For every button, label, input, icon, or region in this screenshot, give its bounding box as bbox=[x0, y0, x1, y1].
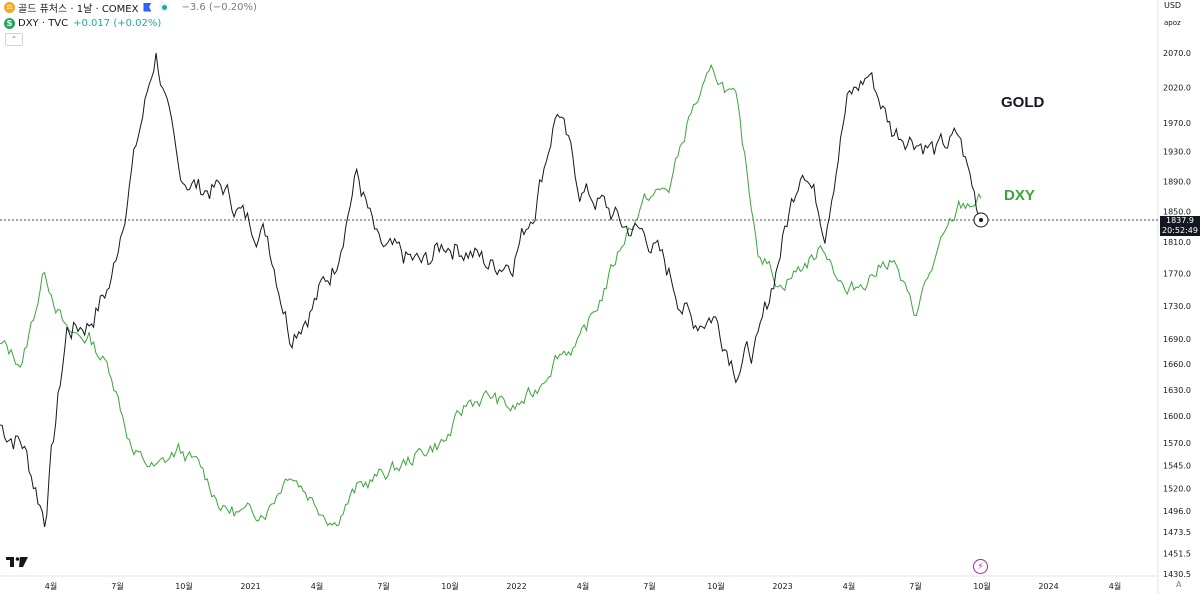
time-tick-label: 2021 bbox=[240, 582, 260, 591]
price-tick-label: 2020.0 bbox=[1163, 83, 1191, 92]
price-tick-label: 1570.0 bbox=[1163, 439, 1191, 448]
last-price-marker[interactable] bbox=[973, 212, 989, 228]
time-tick-label: 4월 bbox=[843, 581, 855, 591]
time-tick-label: 7월 bbox=[111, 581, 123, 591]
price-tick-label: 1730.0 bbox=[1163, 302, 1191, 311]
price-tick-label: 1850.0 bbox=[1163, 207, 1191, 216]
last-price-tag: 1837.9 20:52:49 bbox=[1160, 216, 1200, 236]
collapse-legend-button[interactable]: ⌃ bbox=[5, 33, 23, 46]
price-tick-label: 1810.0 bbox=[1163, 238, 1191, 247]
time-tick-label: 7월 bbox=[909, 581, 921, 591]
time-tick-label: 4월 bbox=[45, 581, 57, 591]
dxy-chart-label: DXY bbox=[1004, 187, 1035, 204]
time-axis[interactable]: 4월 7월 10월 2021 4월 7월 10월 2022 4월 7월 10월 2023 4월 7월 10월… bbox=[45, 581, 1121, 591]
price-tick-label: 1545.0 bbox=[1163, 461, 1191, 470]
time-tick-label: 2024 bbox=[1038, 582, 1058, 591]
time-tick-label: 10월 bbox=[973, 581, 991, 591]
price-tick-label: 1890.0 bbox=[1163, 177, 1191, 186]
time-tick-label: 4월 bbox=[577, 581, 589, 591]
flash-icon[interactable]: ⚡ bbox=[973, 559, 988, 574]
gold-symbol-icon: ⚖ bbox=[4, 1, 15, 13]
flag-icon[interactable] bbox=[143, 2, 152, 12]
price-axis[interactable]: 2070.0 2020.0 1970.0 1930.0 1890.0 1850.0 1810… bbox=[1163, 49, 1191, 579]
bar-countdown: 20:52:49 bbox=[1162, 226, 1198, 235]
last-price-value: 1837.9 bbox=[1166, 216, 1194, 225]
currency-label[interactable]: USD bbox=[1164, 1, 1182, 10]
price-tick-label: 1451.5 bbox=[1163, 549, 1191, 558]
dxy-change: +0.017 (+0.02%) bbox=[73, 17, 162, 29]
market-status-icon[interactable] bbox=[159, 2, 170, 12]
price-tick-label: 1520.0 bbox=[1163, 484, 1191, 493]
time-tick-label: 10월 bbox=[175, 581, 193, 591]
legend-gold[interactable]: ⚖ 골드 퓨처스 · 1날 · COMEX −3.6 (−0.20%) bbox=[4, 0, 257, 15]
price-tick-label: 1930.0 bbox=[1163, 148, 1191, 157]
price-tick-label: 1970.0 bbox=[1163, 119, 1191, 128]
gold-legend-title: 골드 퓨처스 · 1날 · COMEX bbox=[18, 3, 139, 15]
gold-change: −3.6 (−0.20%) bbox=[181, 1, 257, 13]
price-tick-label: 1690.0 bbox=[1163, 335, 1191, 344]
time-tick-label: 2022 bbox=[506, 582, 526, 591]
tradingview-logo-icon[interactable] bbox=[6, 556, 28, 568]
time-tick-label: 2023 bbox=[772, 582, 792, 591]
time-tick-label: 4월 bbox=[311, 581, 323, 591]
time-tick-label: 10월 bbox=[707, 581, 725, 591]
legend-dxy[interactable]: S DXY · TVC +0.017 (+0.02%) bbox=[4, 16, 161, 30]
gold-chart-label: GOLD bbox=[1001, 94, 1045, 111]
price-tick-label: 2070.0 bbox=[1163, 49, 1191, 58]
price-tick-label: 1430.5 bbox=[1163, 570, 1191, 579]
auto-scale-button[interactable]: A bbox=[1176, 580, 1182, 589]
gold-series-line bbox=[0, 52, 982, 527]
price-tick-label: 1770.0 bbox=[1163, 270, 1191, 279]
time-tick-label: 7월 bbox=[377, 581, 389, 591]
price-tick-label: 1496.0 bbox=[1163, 507, 1191, 516]
price-tick-label: 1660.0 bbox=[1163, 360, 1191, 369]
price-tick-label: 1473.5 bbox=[1163, 528, 1191, 537]
dxy-symbol-icon: S bbox=[4, 17, 15, 29]
time-tick-label: 10월 bbox=[441, 581, 459, 591]
dxy-legend-title: DXY · TVC bbox=[18, 17, 69, 29]
time-tick-label: 4월 bbox=[1109, 581, 1121, 591]
price-tick-label: 1630.0 bbox=[1163, 386, 1191, 395]
price-tick-label: 1600.0 bbox=[1163, 412, 1191, 421]
dxy-series-line bbox=[0, 63, 982, 527]
scale-mode-label[interactable]: apoz bbox=[1164, 19, 1181, 27]
time-tick-label: 7월 bbox=[643, 581, 655, 591]
